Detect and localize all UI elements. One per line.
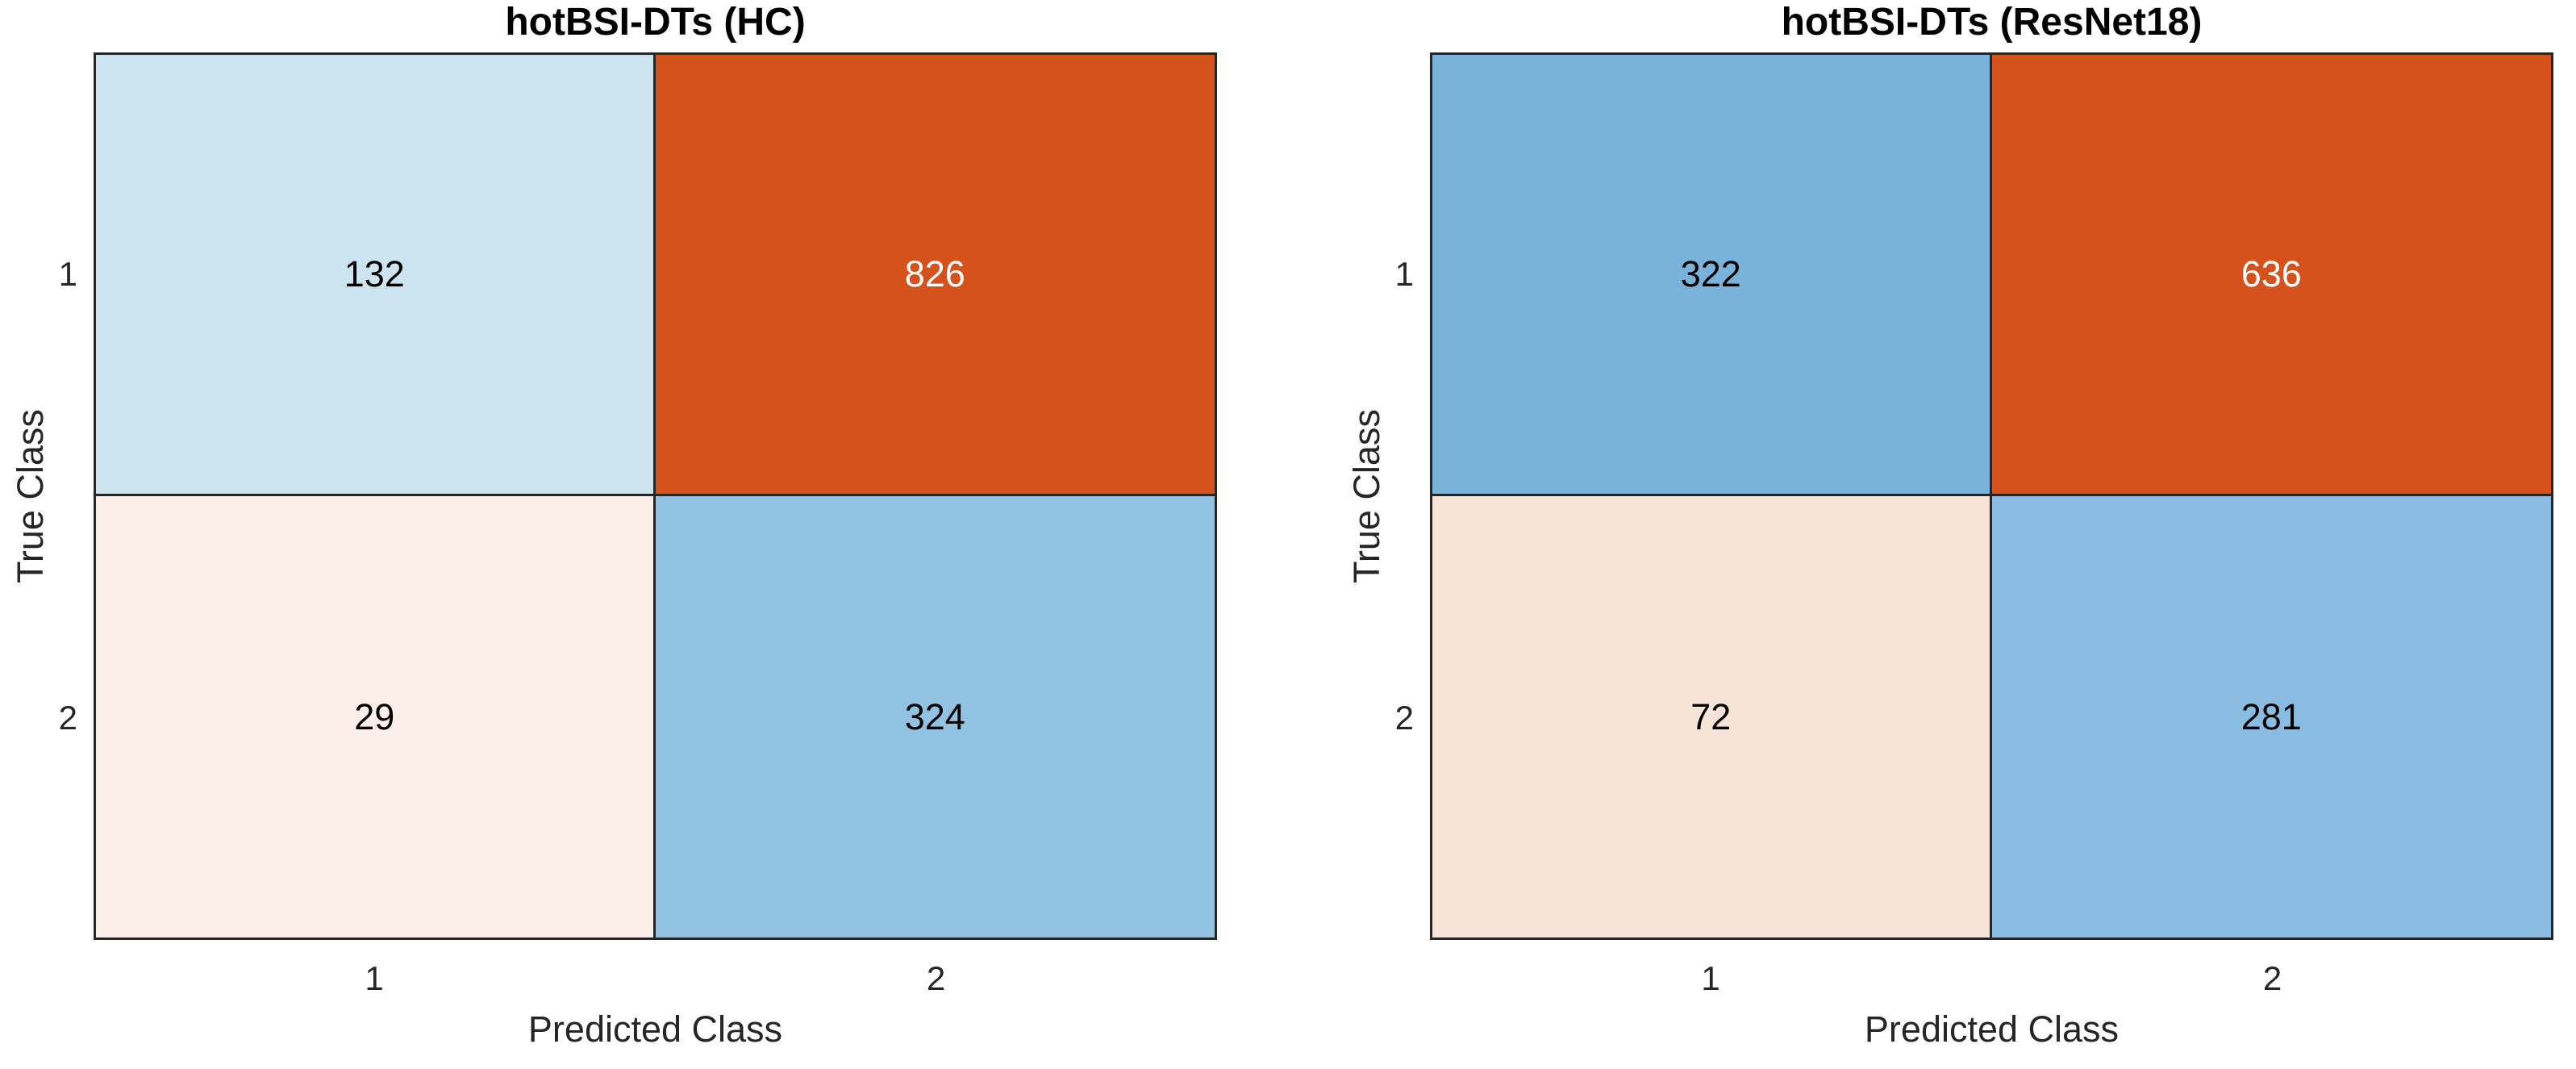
matrix-cell-1-1: 132	[96, 55, 656, 496]
confusion-matrix-panel-hc: hotBSI-DTs (HC) True Class 1 2 132 826 2…	[10, 1, 1217, 1050]
y-tick-1-resnet18: 1	[1394, 255, 1414, 293]
y-axis-label-hc: True Class	[10, 409, 51, 583]
x-axis-label-resnet18: Predicted Class	[1864, 1008, 2120, 1050]
matrix-cell-2-2: 324	[655, 496, 1215, 937]
confusion-matrix-grid-hc: 132 826 29 324	[94, 52, 1217, 940]
x-axis-label-hc: Predicted Class	[527, 1008, 783, 1050]
confusion-matrix-panel-resnet18: hotBSI-DTs (ResNet18) True Class 1 2 322…	[1336, 0, 2576, 1069]
x-tick-1-hc: 1	[365, 959, 384, 997]
x-tick-2-hc: 2	[926, 959, 946, 997]
x-tick-2-resnet18: 2	[2262, 959, 2282, 997]
y-tick-2-hc: 2	[58, 699, 77, 737]
matrix-cell-2-1: 72	[1432, 496, 1992, 937]
y-tick-1-hc: 1	[58, 255, 77, 293]
confusion-matrix-grid-resnet18: 322 636 72 281	[1430, 52, 2553, 940]
y-tick-2-resnet18: 2	[1394, 699, 1414, 737]
matrix-cell-2-1: 29	[96, 496, 656, 937]
matrix-cell-2-2: 281	[1991, 496, 2551, 937]
y-axis-label-resnet18: True Class	[1346, 409, 1387, 583]
matrix-cell-1-1: 322	[1432, 55, 1992, 496]
matrix-cell-1-2: 826	[655, 55, 1215, 496]
chart-title-resnet18: hotBSI-DTs (ResNet18)	[1781, 1, 2203, 44]
matrix-cell-1-2: 636	[1991, 55, 2551, 496]
chart-title-hc: hotBSI-DTs (HC)	[505, 1, 806, 44]
x-tick-1-resnet18: 1	[1701, 959, 1720, 997]
